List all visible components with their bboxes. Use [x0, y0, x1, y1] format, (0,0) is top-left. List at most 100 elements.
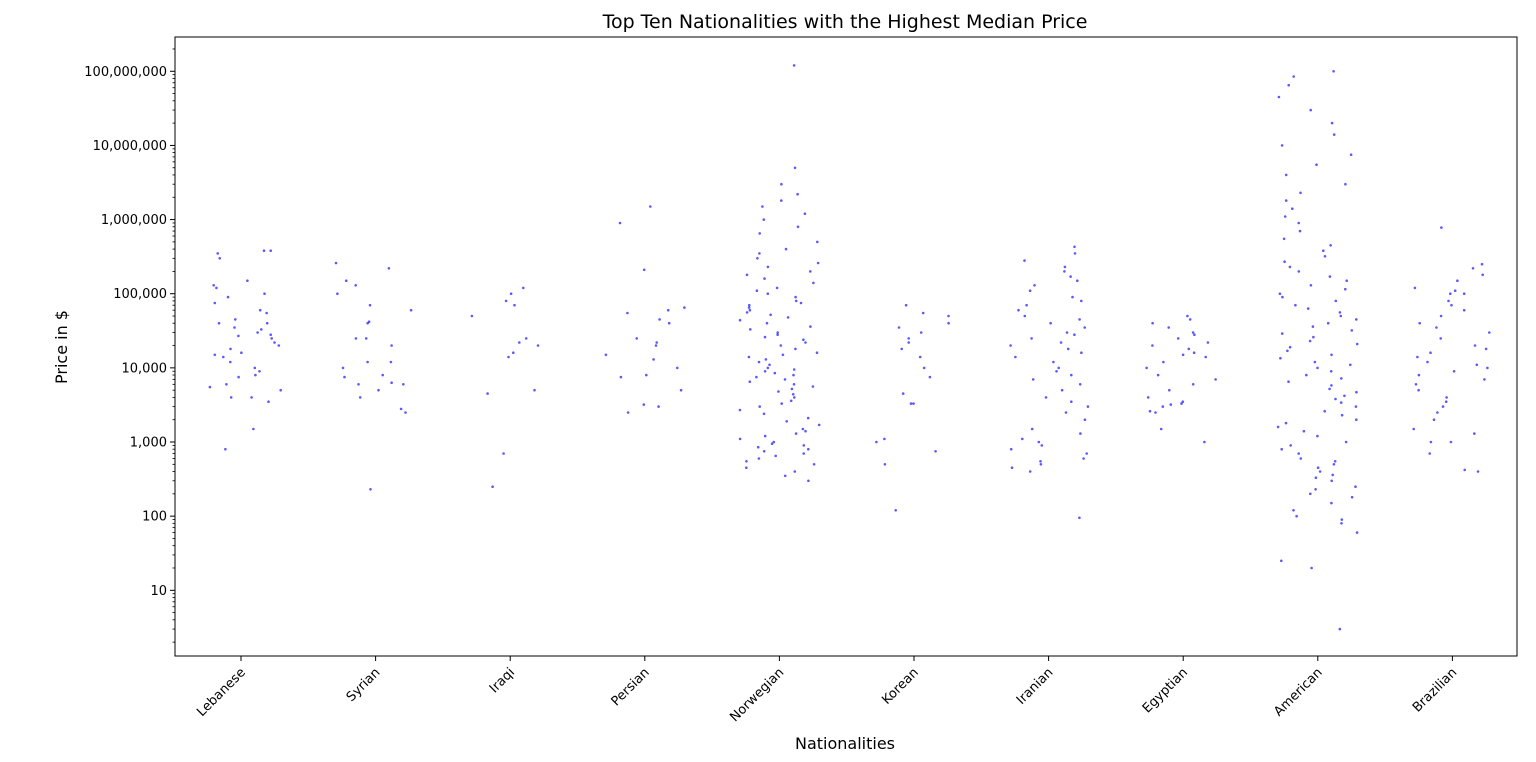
- data-point: [785, 420, 788, 423]
- data-point: [1151, 321, 1154, 325]
- data-point: [1323, 409, 1326, 413]
- data-point: [1181, 400, 1185, 404]
- x-axis-label: Nationalities: [795, 734, 895, 753]
- data-point: [904, 303, 908, 307]
- data-point: [792, 64, 796, 67]
- data-point: [773, 371, 777, 375]
- data-point: [277, 344, 281, 347]
- data-point: [222, 355, 225, 359]
- data-point: [364, 337, 368, 340]
- data-point: [1306, 307, 1310, 310]
- data-point: [1154, 411, 1157, 414]
- data-point: [1309, 492, 1312, 496]
- data-point: [1344, 440, 1348, 444]
- data-point: [807, 479, 810, 483]
- data-point: [1332, 70, 1335, 73]
- data-point: [780, 199, 783, 202]
- data-point: [655, 341, 658, 344]
- data-point: [267, 400, 270, 404]
- data-point: [1083, 418, 1087, 422]
- data-point: [1085, 452, 1088, 455]
- data-point: [1299, 191, 1302, 195]
- data-point: [801, 427, 805, 431]
- data-point: [762, 412, 766, 416]
- data-point: [792, 373, 795, 377]
- data-point: [1078, 516, 1081, 520]
- data-point: [802, 338, 805, 342]
- data-point: [792, 368, 796, 371]
- data-point: [1023, 314, 1027, 318]
- data-point: [218, 257, 221, 260]
- data-point: [1332, 133, 1336, 136]
- data-point: [1276, 425, 1280, 429]
- data-point: [1039, 460, 1042, 463]
- data-point: [1295, 514, 1298, 518]
- data-point: [947, 314, 950, 318]
- data-point: [794, 432, 798, 435]
- data-point: [1355, 531, 1359, 534]
- data-point: [234, 318, 237, 321]
- data-point: [812, 463, 816, 466]
- data-point: [1156, 373, 1160, 377]
- data-point: [1486, 366, 1489, 370]
- data-point: [883, 437, 886, 441]
- data-point: [775, 286, 779, 290]
- data-point: [1009, 447, 1013, 451]
- data-point: [679, 388, 683, 392]
- data-point: [1283, 260, 1286, 264]
- data-point: [812, 281, 815, 285]
- data-point: [1350, 495, 1354, 499]
- data-point: [758, 405, 761, 408]
- data-point: [1349, 153, 1353, 156]
- data-point: [757, 457, 761, 460]
- chart-title: Top Ten Nationalities with the Highest M…: [602, 11, 1088, 33]
- y-tick-label: 100,000,000: [84, 65, 167, 80]
- data-point: [1151, 344, 1154, 347]
- data-point: [1070, 400, 1073, 404]
- data-point: [1176, 337, 1180, 340]
- data-point: [1181, 353, 1185, 357]
- data-point: [1078, 318, 1081, 321]
- data-point: [1323, 254, 1327, 258]
- data-point: [1277, 95, 1281, 99]
- data-point: [762, 218, 766, 221]
- data-point: [1297, 452, 1300, 455]
- data-point: [250, 396, 253, 399]
- data-point: [1052, 360, 1055, 364]
- data-point: [747, 306, 751, 309]
- data-point: [1070, 373, 1073, 377]
- data-point: [642, 268, 646, 272]
- data-point: [791, 393, 795, 396]
- data-point: [783, 474, 787, 478]
- data-point: [215, 286, 218, 290]
- data-point: [269, 333, 273, 337]
- data-point: [815, 351, 819, 355]
- data-point: [212, 284, 215, 287]
- data-point: [1279, 356, 1282, 360]
- data-point: [217, 321, 221, 325]
- data-point: [1180, 402, 1183, 405]
- y-tick-label: 10,000,000: [93, 139, 167, 154]
- data-point: [807, 447, 810, 451]
- data-point: [1444, 400, 1448, 404]
- data-point: [769, 313, 772, 317]
- x-tick-label: Iranian: [1014, 665, 1057, 708]
- data-point: [491, 485, 494, 489]
- data-point: [1488, 331, 1491, 334]
- data-point: [1073, 252, 1077, 255]
- data-point: [1436, 411, 1439, 414]
- data-point: [1413, 286, 1417, 290]
- data-point: [1280, 144, 1284, 147]
- data-point: [666, 308, 670, 312]
- data-point: [229, 347, 232, 351]
- data-point: [875, 440, 878, 444]
- data-point: [1066, 347, 1070, 351]
- data-point: [512, 351, 515, 355]
- data-point: [1073, 333, 1076, 337]
- data-point: [1452, 370, 1456, 373]
- x-tick-label: Persian: [609, 665, 653, 709]
- data-point: [748, 380, 752, 384]
- data-point: [344, 279, 348, 283]
- data-point: [1283, 215, 1287, 218]
- data-point: [618, 221, 622, 225]
